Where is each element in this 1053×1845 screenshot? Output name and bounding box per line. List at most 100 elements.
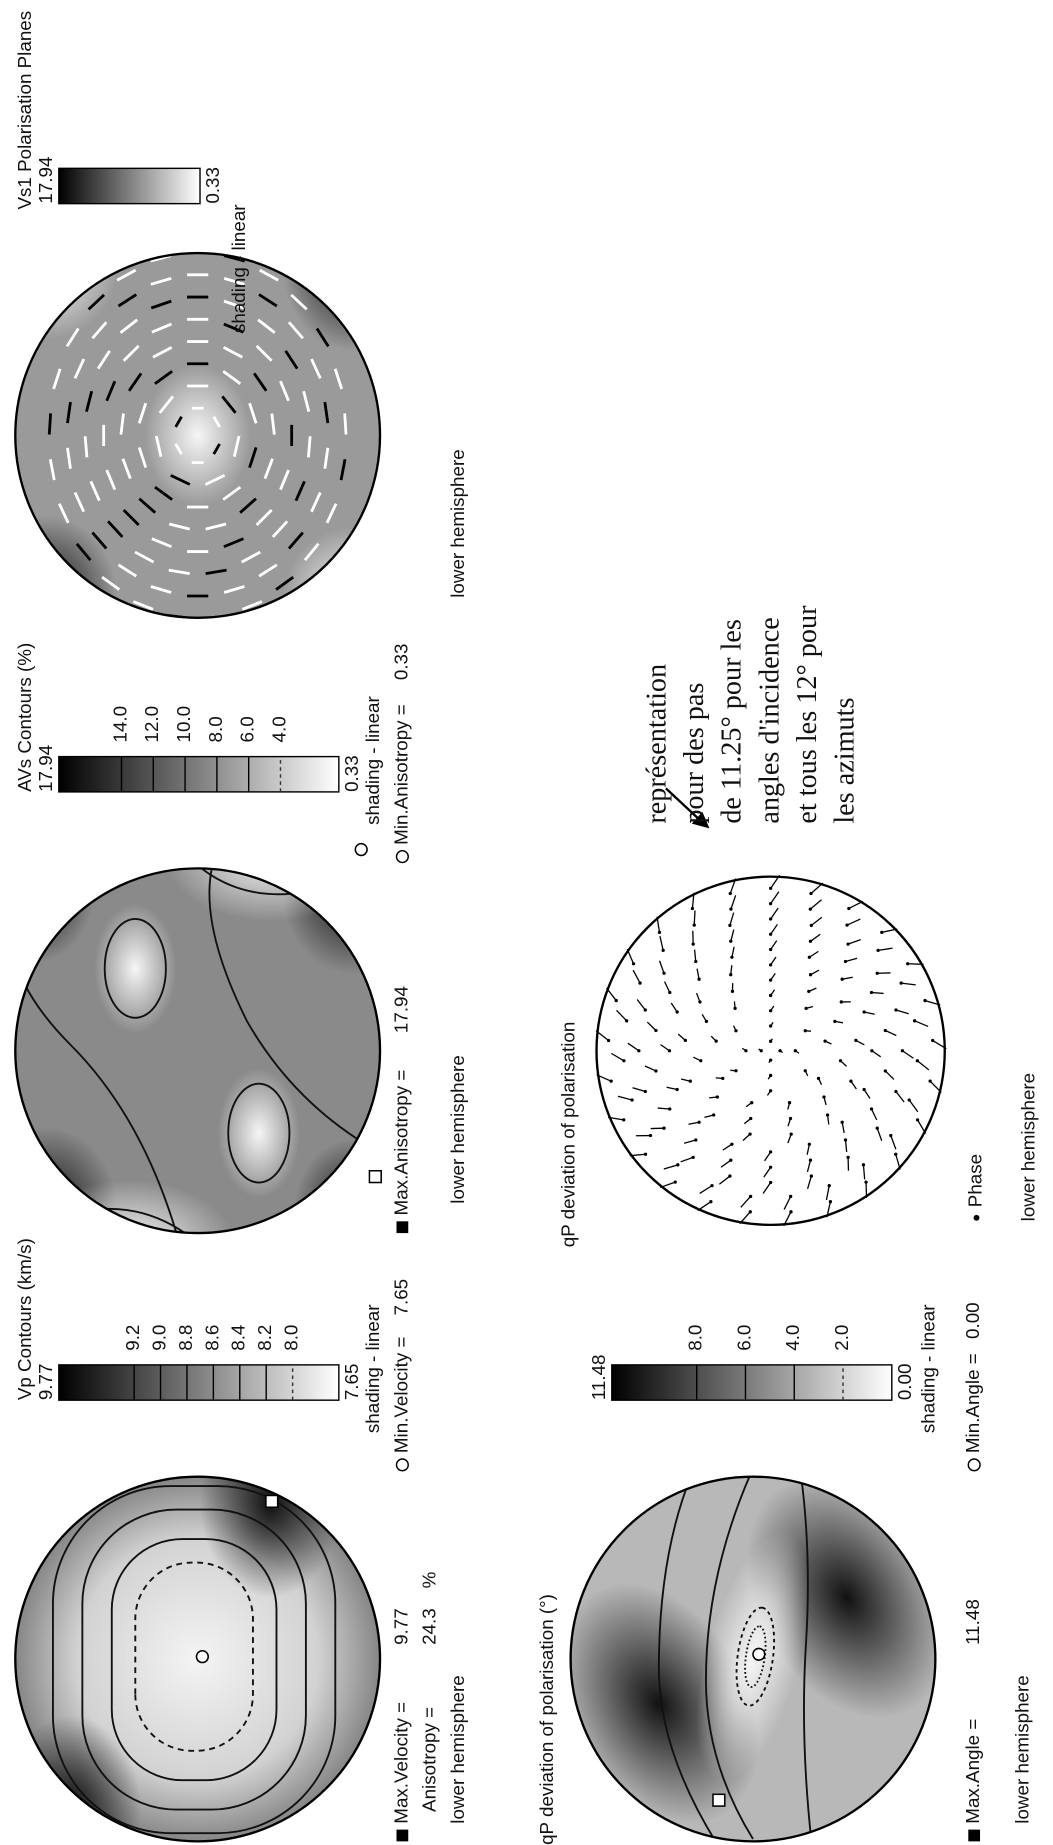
- deviation-vector: [693, 949, 697, 962]
- deviation-vector-head: [654, 1069, 658, 1073]
- deviation-vector-head: [667, 1049, 672, 1053]
- polarisation-plane: [174, 443, 183, 455]
- colorbar-min: 0.33: [341, 755, 362, 792]
- polarisation-plane: [89, 480, 101, 502]
- polarisation-plane: [307, 436, 312, 458]
- deviation-vector: [806, 1160, 812, 1173]
- polarisation-plane: [325, 503, 338, 524]
- polarisation-plane: [240, 550, 261, 564]
- max-label: Max.Anisotropy =: [390, 1070, 411, 1216]
- deviation-vector: [770, 874, 781, 889]
- polarisation-plane: [134, 550, 155, 564]
- avs-stereonet-shape: [99, 1231, 195, 1234]
- polarisation-plane: [302, 390, 311, 413]
- vs1-stereonet: [15, 253, 381, 618]
- deviation-vector-head: [609, 1079, 613, 1083]
- deviation-vector-head: [768, 1024, 773, 1028]
- deviation-vector-head: [923, 998, 927, 1003]
- deviation-vector-head: [730, 1142, 734, 1146]
- deviation-vector: [932, 1039, 947, 1050]
- deviation-vector: [730, 895, 737, 910]
- colorbar-max: 17.94: [35, 745, 56, 792]
- polarisation-plane: [223, 537, 244, 549]
- polarisation-plane: [116, 268, 137, 282]
- colorbar-gradient: [611, 1364, 893, 1401]
- deviation-vector-head: [768, 993, 773, 998]
- deviation-vector-head: [709, 1200, 713, 1204]
- deviation-vector: [770, 923, 778, 935]
- deviation-vector: [627, 1042, 640, 1052]
- deviation-vector: [606, 987, 617, 1001]
- deviation-vector: [670, 1002, 678, 1013]
- deviation-vector: [693, 910, 696, 926]
- deviation-vector: [720, 1159, 732, 1168]
- polarisation-plane: [152, 346, 173, 359]
- colorbar-title: Vp Contours (km/s): [14, 1238, 35, 1400]
- deviation-vector-head: [691, 942, 695, 946]
- deviation-vector-head: [768, 1180, 773, 1185]
- vp-stereonet-shape: [52, 1485, 337, 1835]
- deviation-vector: [770, 940, 778, 950]
- polarisation-plane: [222, 370, 242, 385]
- deviation-vector: [901, 982, 916, 986]
- anisotropy-unit: %: [419, 1571, 440, 1588]
- avs-stereonet-shape: [217, 1068, 301, 1198]
- deviation-vector-head: [768, 886, 773, 891]
- polarisation-plane: [151, 537, 173, 549]
- deviation-vector-head: [803, 1069, 807, 1073]
- deviation-vector: [885, 1029, 897, 1037]
- polarisation-plane: [73, 358, 86, 379]
- avs-stereonet-shape: [23, 1180, 236, 1234]
- deviation-vector-head: [900, 1049, 905, 1053]
- deviation-vector: [871, 991, 884, 995]
- anisotropy-value: 24.3: [419, 1608, 440, 1645]
- deviation-vector: [825, 1185, 830, 1201]
- min-symbol: [395, 1458, 409, 1472]
- deviation-vector: [871, 1050, 882, 1058]
- deviation-vector: [739, 1211, 751, 1225]
- deviation-vector: [762, 1182, 772, 1194]
- deviation-vector-head: [768, 1150, 773, 1154]
- deviation-vector: [696, 968, 700, 980]
- deviation-vector-head: [870, 1049, 874, 1053]
- annotation-arrowhead: [691, 811, 710, 829]
- deviation-vector-head: [849, 1079, 853, 1083]
- deviation-vector: [808, 950, 819, 958]
- deviation-vector-head: [793, 1049, 797, 1053]
- deviation-vector-head: [883, 1069, 887, 1073]
- deviation-vector-head: [854, 1038, 858, 1043]
- colorbar-tick-label: 2.0: [831, 1325, 852, 1351]
- colorbar-min: 0.00: [894, 1364, 915, 1401]
- colorbar-tick-label: 8.6: [201, 1325, 222, 1351]
- deviation-vector-head: [728, 1174, 732, 1178]
- deviation-vector-head: [808, 939, 813, 943]
- anisotropy-label: Anisotropy =: [419, 1707, 440, 1812]
- deviation-vector-head: [694, 1138, 698, 1142]
- deviation-vector-head: [748, 1194, 753, 1199]
- deviation-vector-head: [692, 923, 696, 927]
- deviation-vector-head: [734, 1029, 738, 1033]
- qp-max-marker: [712, 1793, 726, 1807]
- deviation-vector-head: [730, 955, 734, 959]
- polarisation-plane: [204, 474, 226, 486]
- deviation-vector-head: [789, 1210, 793, 1214]
- deviation-vector-head: [648, 1133, 653, 1138]
- deviation-vector: [924, 999, 941, 1006]
- deviation-vector-head: [912, 1019, 917, 1023]
- polarisation-plane: [323, 447, 330, 469]
- deviation-vector: [810, 882, 824, 894]
- hemisphere-label: lower hemisphere: [447, 1055, 468, 1203]
- deviation-vector: [659, 935, 664, 951]
- min-label: Min.Angle =: [962, 1353, 983, 1453]
- colorbar-max: 9.77: [35, 1364, 56, 1401]
- polarisation-plane: [75, 542, 92, 562]
- qp-vectors-outline: [595, 875, 946, 1227]
- polarisation-plane: [151, 322, 173, 334]
- deviation-vector-head: [690, 906, 695, 911]
- deviation-vector-head: [657, 930, 662, 935]
- deviation-vector: [683, 1139, 696, 1144]
- legend-label: Phase: [964, 1154, 985, 1207]
- deviation-vector-head: [683, 1038, 688, 1043]
- deviation-vector-head: [749, 1116, 753, 1121]
- avs-min-marker: [354, 842, 368, 857]
